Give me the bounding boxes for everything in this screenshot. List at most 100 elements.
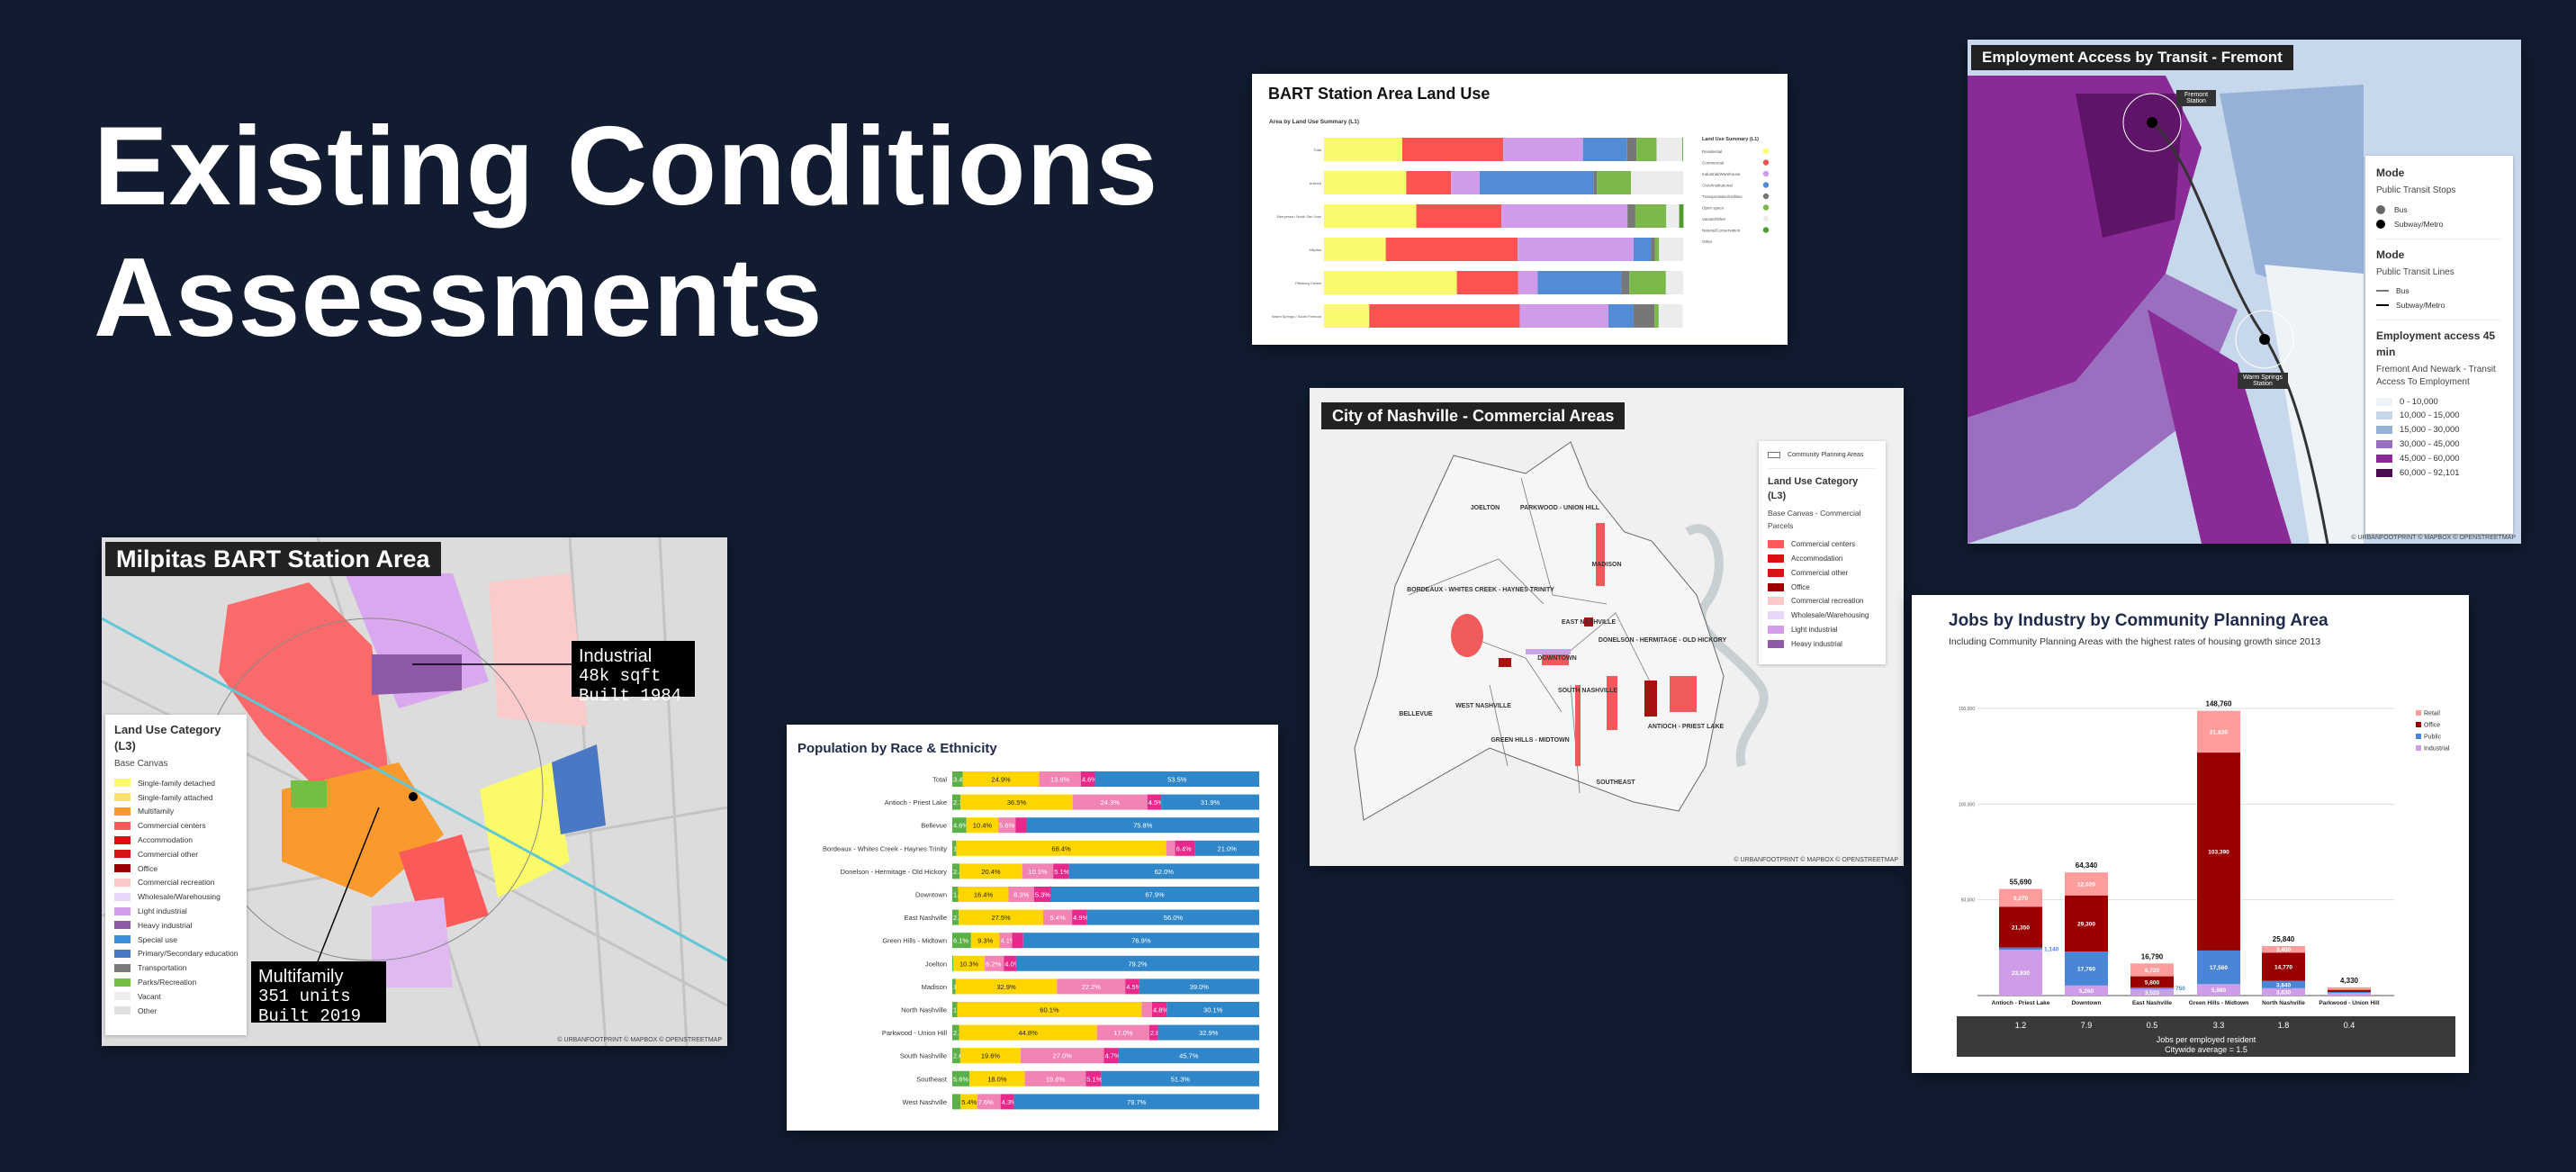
fremont-map-card[interactable]: Employment Access by Transit - Fremont F…: [1968, 40, 2521, 544]
legend-item-subway-line: Subway/Metro: [2376, 298, 2502, 312]
data-label: 18.0%: [987, 1075, 1007, 1083]
milpitas-map-card[interactable]: Milpitas BART Station Area Land Use Cate…: [102, 537, 727, 1046]
legend-swatch-icon: [2416, 734, 2421, 739]
data-label: 4.3%: [1002, 1098, 1017, 1106]
data-label: 3,830: [2276, 989, 2292, 996]
legend-item: Special use: [114, 933, 238, 947]
jobs-per-resident-value: 3.3: [2212, 1021, 2225, 1030]
chart-subtitle: Area by Land Use Summary (L1): [1269, 119, 1360, 125]
bar-segment: [1665, 271, 1683, 294]
legend-label: Vacant/Other: [1702, 217, 1726, 221]
legend-label: 30,000 - 45,000: [2400, 438, 2460, 449]
jobs-per-resident-value: 1.2: [2014, 1021, 2027, 1030]
bar-segment: [1501, 204, 1628, 228]
bar-segment: [1057, 978, 1126, 995]
legend-item-bus-line: Bus: [2376, 284, 2502, 299]
legend-label: Light industrial: [138, 906, 187, 916]
bar-segment: [1593, 171, 1598, 194]
area-labels: JOELTON PARKWOOD - UNION HILL MADISON BORDE…: [1399, 505, 1726, 786]
bar-segment: [977, 1094, 1001, 1110]
legend-label: Primary/Secondary education: [138, 949, 239, 959]
bar-segment: [2065, 872, 2108, 896]
legend-item: Commercial recreation: [1768, 594, 1877, 609]
bar-segment: [952, 1024, 959, 1041]
bar-segment: [1072, 794, 1148, 810]
legend-swatch-icon: [114, 906, 131, 915]
bar-segment: [952, 909, 959, 925]
page-title: Existing Conditions Assessments: [94, 101, 1158, 364]
category-label: East Nashville: [904, 914, 947, 922]
bar-segment: [1658, 304, 1683, 328]
y-tick-label: 150,000: [1959, 707, 1975, 712]
bar-segment: [959, 1048, 1022, 1064]
bar-segment: [1636, 138, 1657, 161]
map-attribution: © URBANFOOTPRINT © MAPBOX © OPENSTREETMA…: [1734, 857, 1898, 863]
area-label: JOELTON: [1471, 505, 1500, 511]
zone-single-family: [480, 762, 570, 897]
data-label: 32.9%: [1199, 1029, 1219, 1037]
data-label: 9.3%: [977, 937, 993, 945]
data-label: 16.4%: [974, 891, 994, 899]
data-label: 51.3%: [1171, 1075, 1191, 1083]
legend-swatch-icon: [1768, 540, 1784, 549]
legend-access-title: Employment access 45 min: [2376, 329, 2496, 359]
bar-segment: [1086, 909, 1259, 925]
legend-item: 10,000 - 15,000: [2376, 409, 2502, 423]
bar-segment: [958, 887, 1009, 902]
fremont-station-icon: [2147, 117, 2157, 128]
access-zone-low: [2220, 85, 2364, 310]
bar-segment: [1148, 1024, 1158, 1041]
legend-label: 15,000 - 30,000: [2400, 425, 2460, 436]
data-label: 21.0%: [1218, 844, 1238, 852]
data-label: 3,840: [2276, 982, 2292, 988]
bar-segment: [955, 978, 1058, 995]
x-tick-label: Downtown: [2072, 1000, 2102, 1006]
bar-segment: [1053, 863, 1069, 879]
bar-segment: [1147, 794, 1162, 810]
chart-title: Population by Race & Ethnicity: [797, 741, 997, 756]
data-label: 53.5%: [1167, 776, 1187, 784]
legend-swatch-icon: [2416, 722, 2421, 727]
station-label-fremont: Fremont Station: [2176, 90, 2216, 106]
bar-segment: [952, 840, 957, 856]
bar-segment: [1451, 171, 1480, 194]
data-label: 4.6%: [1082, 776, 1097, 784]
data-label: 9,270: [2013, 896, 2029, 902]
x-tick-label: Green Hills - Midtown: [2189, 1000, 2248, 1006]
category-label: North Nashville: [901, 1006, 947, 1014]
bar-segment: [1654, 304, 1659, 328]
legend-swatch-icon: [114, 821, 131, 830]
data-label: 750: [2175, 986, 2185, 992]
bar-segment: [952, 794, 961, 810]
bar-segment: [1139, 978, 1259, 995]
jobs-per-resident-value: 0.5: [2146, 1021, 2158, 1030]
bar-segment: [957, 1002, 1142, 1017]
area-label: SOUTHEAST: [1596, 780, 1635, 786]
data-label: 9.4%: [1050, 914, 1066, 922]
data-label: 5,980: [2211, 987, 2227, 994]
data-label: 12,020: [2077, 881, 2095, 888]
nashville-map-card[interactable]: JOELTON PARKWOOD - UNION HILL MADISON BORDE…: [1310, 388, 1904, 866]
bar-segment: [1324, 238, 1386, 261]
legend-item: Multifamily: [114, 805, 238, 819]
data-label: 20.4%: [981, 868, 1001, 876]
legend-title: Land Use Category (L3): [114, 723, 221, 753]
legend-item: Wholesale/Warehousing: [1768, 609, 1877, 623]
subway-line-icon: [2376, 304, 2389, 307]
legend-swatch-icon: [2376, 411, 2392, 420]
bar-segment: [2197, 710, 2240, 753]
legend-label: Industrial/Warehouse: [1702, 172, 1741, 176]
legend-label: Commercial: [1702, 161, 1724, 166]
legend-item: 30,000 - 45,000: [2376, 437, 2502, 452]
total-label: 148,760: [2206, 700, 2232, 708]
category-label: Antioch - Priest Lake: [885, 798, 947, 807]
legend-label: Retail: [2424, 711, 2440, 717]
data-label: 13.6%: [1050, 776, 1070, 784]
title-line-1: Existing Conditions: [94, 104, 1159, 229]
legend-item: Light industrial: [114, 904, 238, 918]
subway-stop-icon: [2376, 219, 2385, 229]
bar-segment: [1406, 171, 1452, 194]
data-label: 5.4%: [961, 1098, 977, 1106]
legend-swatch-icon: [114, 864, 131, 873]
bar-segment: [969, 1070, 1025, 1086]
